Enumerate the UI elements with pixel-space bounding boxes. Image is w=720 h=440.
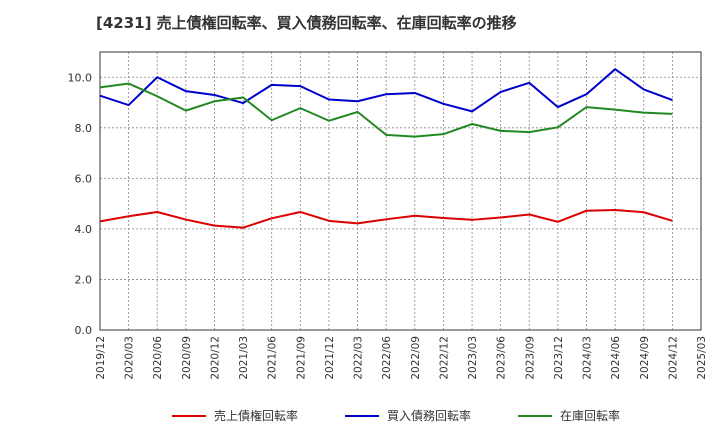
y-tick-label: 2.0	[75, 273, 93, 286]
y-tick-label: 4.0	[75, 223, 93, 236]
x-tick-label: 2024/09	[639, 336, 651, 380]
legend-label: 売上債権回転率	[214, 408, 298, 423]
x-tick-label: 2021/09	[295, 336, 307, 380]
x-tick-label: 2022/09	[410, 336, 422, 380]
x-tick-label: 2022/03	[353, 336, 365, 380]
y-tick-label: 0.0	[75, 324, 93, 337]
x-tick-label: 2020/06	[152, 336, 164, 380]
legend: 売上債権回転率 買入債務回転率 在庫回転率	[172, 408, 620, 423]
plot-area-frame	[99, 51, 702, 331]
y-tick-label: 6.0	[75, 172, 93, 185]
x-tick-label: 2022/12	[438, 336, 450, 380]
x-tick-label: 2019/12	[95, 336, 107, 380]
x-tick-label: 2022/06	[381, 336, 393, 380]
x-tick-label: 2020/09	[181, 336, 193, 380]
series-lines	[99, 68, 673, 229]
y-tick-label: 8.0	[75, 122, 93, 135]
x-tick-label: 2023/03	[467, 336, 479, 380]
x-tick-label: 2021/12	[324, 336, 336, 380]
x-tick-label: 2021/06	[267, 336, 279, 380]
y-tick-label: 10.0	[68, 71, 93, 84]
x-tick-label: 2023/12	[553, 336, 565, 380]
x-tick-label: 2021/03	[238, 336, 250, 380]
y-axis-ticks: 0.0 2.0 4.0 6.0 8.0 10.0	[68, 71, 93, 337]
x-axis-ticks: 2019/12 2020/03 2020/06 2020/09 2020/12 2021/…	[95, 336, 708, 380]
x-tick-label: 2024/03	[582, 336, 594, 380]
x-tick-label: 2020/03	[124, 336, 136, 380]
x-tick-label: 2020/12	[209, 336, 221, 380]
legend-label: 買入債務回転率	[387, 408, 471, 423]
chart-title: [4231] 売上債権回転率、買入債務回転率、在庫回転率の推移	[96, 14, 517, 32]
x-tick-label: 2025/03	[696, 336, 708, 380]
x-tick-label: 2024/06	[610, 336, 622, 380]
x-tick-label: 2023/06	[496, 336, 508, 380]
legend-label: 在庫回転率	[560, 408, 620, 423]
x-tick-label: 2023/09	[524, 336, 536, 380]
x-tick-label: 2024/12	[667, 336, 679, 380]
